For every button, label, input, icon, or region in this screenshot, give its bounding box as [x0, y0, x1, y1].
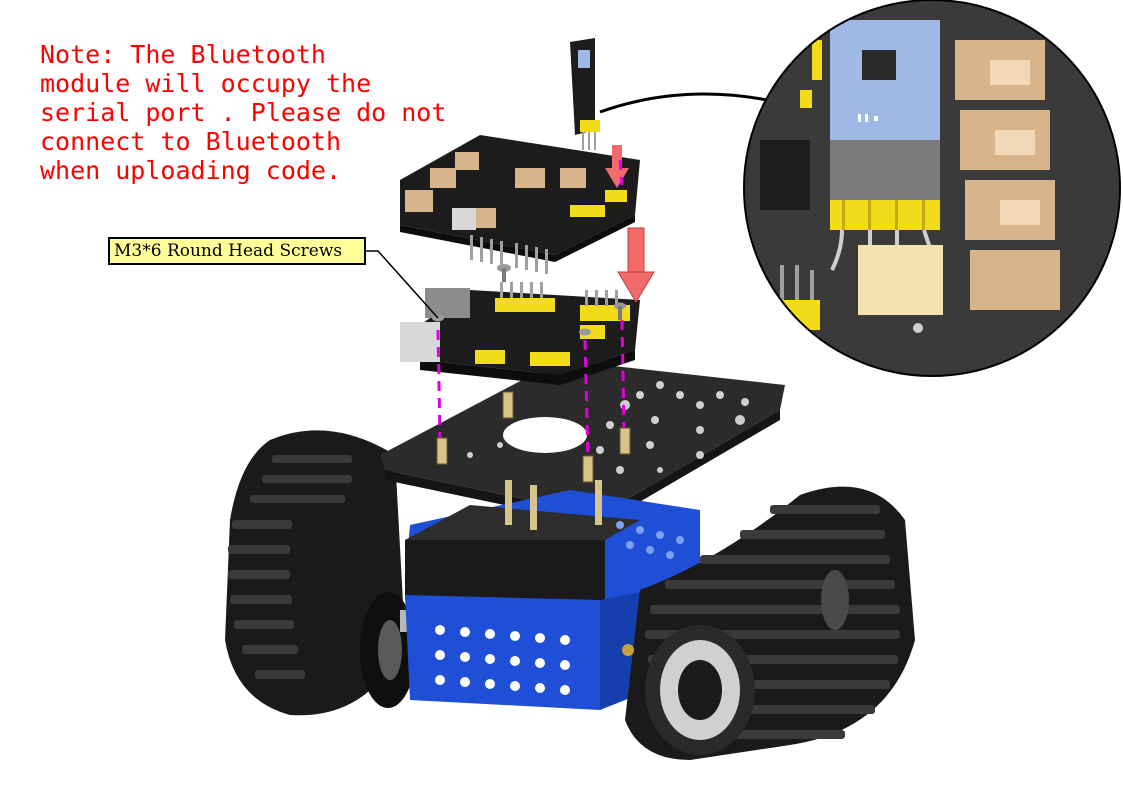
screw-callout-label: M3*6 Round Head Screws — [108, 237, 366, 265]
zoom-circle-border — [743, 0, 1121, 377]
bluetooth-warning-note: Note: The Bluetooth module will occupy t… — [40, 40, 450, 185]
zoom-detail — [744, 0, 1120, 376]
note-line-2: module will occupy the — [40, 69, 372, 98]
note-line-3: serial port . Please do not — [40, 98, 447, 127]
controller-board — [400, 282, 640, 385]
bluetooth-module — [570, 38, 600, 150]
note-line-1: Note: The Bluetooth — [40, 40, 326, 69]
right-track — [622, 486, 915, 760]
note-line-4: connect to Bluetooth — [40, 127, 342, 156]
note-line-5: when uploading code. — [40, 156, 342, 185]
arrow-bluetooth-down — [605, 145, 629, 188]
top-plate — [380, 360, 785, 525]
standoffs — [436, 391, 631, 483]
motor-shield — [400, 135, 640, 274]
alignment-guides — [436, 159, 626, 463]
screw-leader-line — [366, 250, 439, 319]
arrow-shield-down — [617, 227, 655, 303]
